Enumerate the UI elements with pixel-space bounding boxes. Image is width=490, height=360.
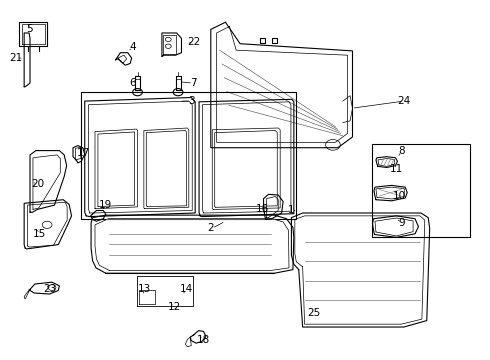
Text: 16: 16 <box>255 204 269 214</box>
Text: 18: 18 <box>197 334 210 345</box>
Text: 5: 5 <box>25 24 32 35</box>
Text: 24: 24 <box>397 96 411 106</box>
Text: 15: 15 <box>33 229 47 239</box>
Text: 9: 9 <box>398 218 405 228</box>
Text: 7: 7 <box>191 78 197 88</box>
Text: 12: 12 <box>168 302 181 312</box>
Text: 10: 10 <box>392 191 405 201</box>
Text: 23: 23 <box>43 284 56 294</box>
Text: 20: 20 <box>31 179 44 189</box>
Text: 4: 4 <box>129 42 136 52</box>
Text: 1: 1 <box>288 206 294 216</box>
Text: 14: 14 <box>180 284 193 294</box>
Text: 3: 3 <box>188 96 195 106</box>
Text: 13: 13 <box>138 284 151 294</box>
Text: 21: 21 <box>10 53 23 63</box>
Text: 6: 6 <box>129 78 136 88</box>
Text: 25: 25 <box>307 308 320 318</box>
Text: 22: 22 <box>187 37 200 47</box>
Text: 2: 2 <box>207 224 214 233</box>
Text: 8: 8 <box>398 146 405 156</box>
Text: 19: 19 <box>99 200 112 210</box>
Text: 11: 11 <box>390 164 403 174</box>
Text: 17: 17 <box>77 148 90 158</box>
